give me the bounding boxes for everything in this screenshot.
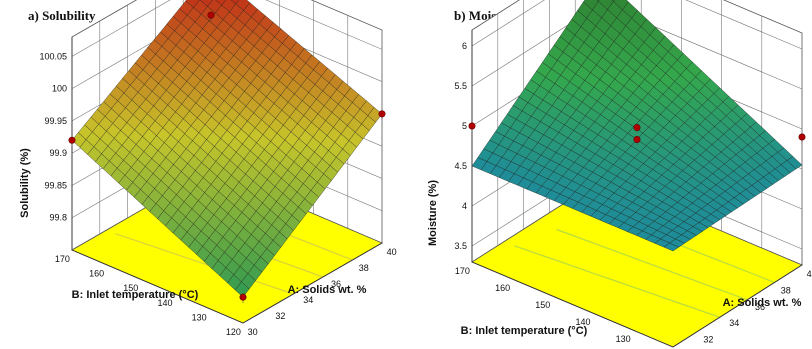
x-tick-label: 32: [275, 311, 285, 321]
design-point: [633, 136, 641, 144]
y-tick-label: 170: [55, 254, 70, 264]
x-axis-title: A: Solids wt. %: [723, 297, 802, 309]
x-tick-label: 38: [359, 263, 369, 273]
z-tick-label: 100.05: [39, 51, 67, 61]
response-surface: [471, 0, 803, 252]
z-tick-label: 99.9: [49, 148, 67, 158]
x-tick-label: 32: [703, 335, 713, 345]
z-tick-label: 5: [462, 121, 467, 131]
z-axis-title: Moisture (%): [427, 180, 439, 246]
y-tick-label: 160: [89, 269, 104, 279]
z-tick-label: 99.85: [44, 180, 67, 190]
y-axis-title: B: Inlet temperature (°C): [72, 289, 199, 301]
x-tick-label: 36: [755, 302, 765, 312]
chart-title-solubility: a) Solubility: [28, 8, 96, 23]
panel-solubility: a) Solubility 99.8 99.85 99.9 99.95 100 100.0…: [19, 0, 397, 337]
panel-moisture: b) Moisture content 3.544.555.5630323436…: [406, 0, 812, 349]
design-point: [633, 124, 641, 132]
x-tick-label: 40: [387, 247, 397, 257]
y-tick-label: 170: [455, 266, 470, 276]
x-tick-label: 36: [331, 279, 341, 289]
surface-plot-moisture: 3.544.555.563032343638401201301401501601…: [427, 0, 812, 348]
z-tick-label: 5.5: [454, 81, 467, 91]
y-tick-label: 130: [616, 334, 631, 344]
design-point: [207, 11, 215, 19]
design-point: [239, 293, 247, 301]
y-tick-label: 140: [575, 317, 590, 327]
axes: [471, 30, 803, 348]
z-tick-label: 99.95: [44, 116, 67, 126]
x-tick-label: 40: [807, 269, 812, 279]
z-tick-label: 99.8: [49, 213, 67, 223]
design-point: [798, 133, 806, 141]
design-point: [68, 136, 76, 144]
surface-plot-solubility: 99.8 99.85 99.9 99.95 100 100.05 30 32 34 36 38 40 1…: [19, 0, 397, 337]
tick-labels: 99.8 99.85 99.9 99.95 100 100.05 30 32 34 36 38 40 1…: [39, 51, 396, 337]
y-tick-label: 140: [157, 298, 172, 308]
x-axis-title: A: Solids wt. %: [288, 284, 367, 296]
y-axis-title: B: Inlet temperature (°C): [461, 325, 588, 337]
tick-labels: 3.544.555.563032343638401201301401501601…: [454, 41, 812, 345]
x-tick-label: 38: [781, 285, 791, 295]
z-tick-label: 4.5: [454, 161, 467, 171]
y-tick-label: 150: [123, 283, 138, 293]
x-tick-label: 30: [248, 327, 258, 337]
z-tick-label: 4: [462, 201, 467, 211]
y-tick-label: 130: [192, 312, 207, 322]
design-point: [468, 122, 476, 130]
design-point: [378, 110, 386, 118]
response-surface: [71, 0, 383, 298]
y-tick-label: 150: [535, 300, 550, 310]
z-axis-title: Solubility (%): [19, 148, 31, 218]
z-tick-label: 3.5: [454, 241, 467, 251]
y-tick-label: 120: [226, 327, 241, 337]
z-tick-label: 6: [462, 41, 467, 51]
z-tick-label: 100: [52, 84, 67, 94]
x-tick-label: 34: [729, 318, 739, 328]
x-tick-label: 34: [303, 295, 313, 305]
y-tick-label: 160: [495, 283, 510, 293]
